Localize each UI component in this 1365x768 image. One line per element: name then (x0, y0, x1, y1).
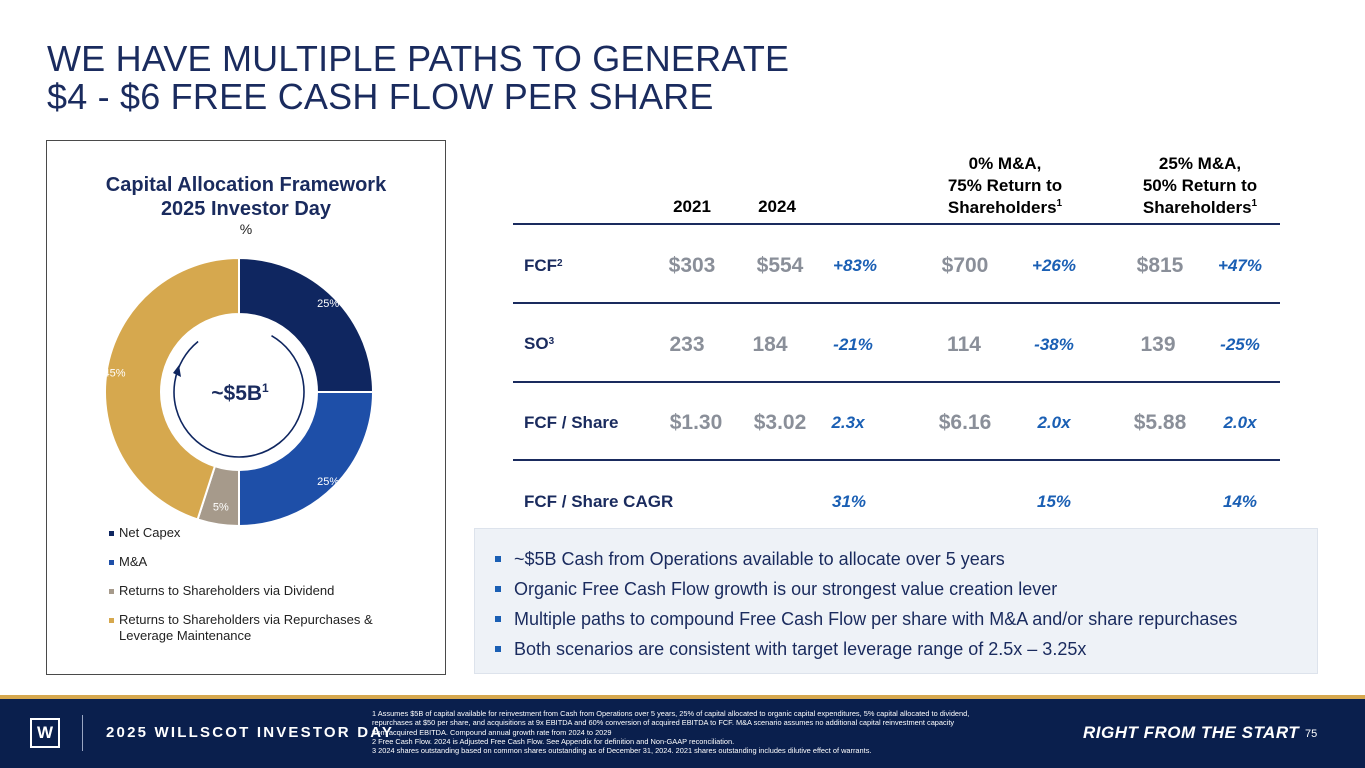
chart-subtitle: 2025 Investor Day (160, 198, 332, 220)
table-cell: $5.88 (1133, 411, 1187, 434)
table-cell: 184 (752, 333, 788, 356)
row-label-so: SO3 (524, 334, 555, 353)
footer-divider (82, 715, 83, 751)
bullet-square-icon (495, 586, 501, 592)
donut-center-label: ~$5B1 (211, 381, 269, 405)
table-change-cell: 2.0x (1037, 413, 1071, 432)
footer-bar: W 2025 WILLSCOT INVESTOR DAY 1 Assumes $… (0, 699, 1365, 768)
table-header-rule (513, 223, 1280, 225)
legend-swatch (109, 618, 114, 623)
center-circular-arrow (173, 326, 305, 458)
scenario-2-line-3: Shareholders1 (1142, 198, 1258, 217)
table-cell: 139 (1140, 333, 1176, 356)
legend-item: Returns to Shareholders via Repurchases … (109, 612, 419, 644)
bullet-item: Organic Free Cash Flow growth is our str… (495, 574, 1317, 604)
col-header-2024: 2024 (758, 197, 796, 216)
legend-label: M&A (119, 554, 148, 569)
tagline: RIGHT FROM THE START (1083, 723, 1300, 742)
table-cell: $1.30 (669, 411, 723, 434)
table-change-cell: -21% (833, 335, 873, 354)
row-label-fcf-per-share: FCF / Share (524, 413, 619, 432)
col-header-2021: 2021 (673, 197, 711, 216)
row-label-fcf-per-share-cagr: FCF / Share CAGR (524, 492, 674, 511)
donut-slice (238, 256, 375, 393)
bullet-item: Both scenarios are consistent with targe… (495, 634, 1317, 664)
table-change-cell: 2.0x (1223, 413, 1257, 432)
donut-slice (104, 256, 240, 521)
legend-swatch (109, 531, 114, 536)
bullet-square-icon (495, 616, 501, 622)
legend-swatch (109, 589, 114, 594)
chart-title-line: Capital Allocation Framework (105, 174, 387, 196)
table-row-rule (513, 459, 1280, 461)
title-line-1: WE HAVE MULTIPLE PATHS TO GENERATE (47, 38, 790, 79)
table-change-cell: -38% (1034, 335, 1074, 354)
title-line-2: $4 - $6 FREE CASH FLOW PER SHARE (47, 76, 714, 117)
willscot-logo: W (30, 718, 60, 748)
footer-gold-stripe (0, 695, 1365, 699)
donut-slice-label: 5% (213, 502, 229, 514)
table-row-rule (513, 381, 1280, 383)
table-change-cell: 14% (1222, 492, 1258, 511)
table-cell: $815 (1136, 254, 1184, 277)
table-row-rule (513, 302, 1280, 304)
bullet-square-icon (495, 556, 501, 562)
table-cell: $6.16 (938, 411, 992, 434)
page-number: 75 (1305, 728, 1318, 740)
footnote-3: 3 2024 shares outstanding based on commo… (372, 746, 872, 756)
table-change-cell: +83% (833, 256, 877, 275)
legend-label: Net Capex (119, 525, 181, 540)
table-cell: $700 (941, 254, 989, 277)
scenario-1-line-2: 75% Return to (947, 176, 1063, 195)
table-change-cell: +26% (1032, 256, 1076, 275)
key-points-box: ~$5B Cash from Operations available to a… (474, 528, 1318, 674)
table-change-cell: +47% (1218, 256, 1262, 275)
table-cell: $303 (668, 254, 716, 277)
table-cell: 233 (669, 333, 705, 356)
col-header-scenario-2: 25% M&A, 50% Return to Shareholders1 (1110, 153, 1290, 219)
donut-chart: ~$5B1 25% 25% 5% 45% (104, 256, 375, 528)
scenario-2-line-2: 50% Return to (1142, 176, 1258, 195)
arrow-head-icon (173, 365, 181, 377)
donut-slice-label: 45% (104, 367, 126, 379)
bullet-item: ~$5B Cash from Operations available to a… (495, 544, 1317, 574)
legend-label: Returns to Shareholders via Repurchases … (119, 612, 373, 643)
legend-item: Returns to Shareholders via Dividend (109, 583, 419, 599)
footnote-1: 1 Assumes $5B of capital available for r… (372, 709, 970, 737)
donut-slice (238, 391, 375, 528)
legend-item: Net Capex (109, 525, 419, 541)
donut-slice-label: 25% (317, 298, 339, 310)
table-change-cell: 31% (831, 492, 867, 511)
table-cell: $554 (756, 254, 804, 277)
legend-item: M&A (109, 554, 419, 570)
event-name: 2025 WILLSCOT INVESTOR DAY (106, 724, 395, 741)
capital-allocation-chart-panel: Capital Allocation Framework 2025 Invest… (46, 140, 446, 675)
scenario-1-line-1: 0% M&A, (968, 154, 1042, 173)
footnotes: 1 Assumes $5B of capital available for r… (372, 709, 1072, 755)
page-title: WE HAVE MULTIPLE PATHS TO GENERATE $4 - … (47, 40, 789, 116)
scenario-2-line-1: 25% M&A, (1158, 154, 1242, 173)
table-change-cell: 15% (1036, 492, 1072, 511)
row-label-fcf: FCF2 (524, 256, 563, 275)
table-cell: $3.02 (753, 411, 807, 434)
footnote-2: 2 Free Cash Flow. 2024 is Adjusted Free … (372, 736, 735, 746)
chart-legend: Net Capex M&A Returns to Shareholders via … (109, 525, 419, 657)
bullet-item: Multiple paths to compound Free Cash Flo… (495, 604, 1317, 634)
table-change-cell: 2.3x (831, 413, 865, 432)
bullet-square-icon (495, 646, 501, 652)
legend-label: Returns to Shareholders via Dividend (119, 583, 335, 598)
donut-slice-label: 25% (317, 476, 339, 488)
chart-unit-label: % (239, 221, 253, 237)
scenario-1-line-3: Shareholders1 (947, 198, 1063, 217)
table-change-cell: -25% (1220, 335, 1260, 354)
chart-title: Capital Allocation Framework 2025 Invest… (47, 173, 445, 221)
col-header-scenario-1: 0% M&A, 75% Return to Shareholders1 (915, 153, 1095, 219)
table-cell: 114 (947, 333, 981, 356)
legend-swatch (109, 560, 114, 565)
